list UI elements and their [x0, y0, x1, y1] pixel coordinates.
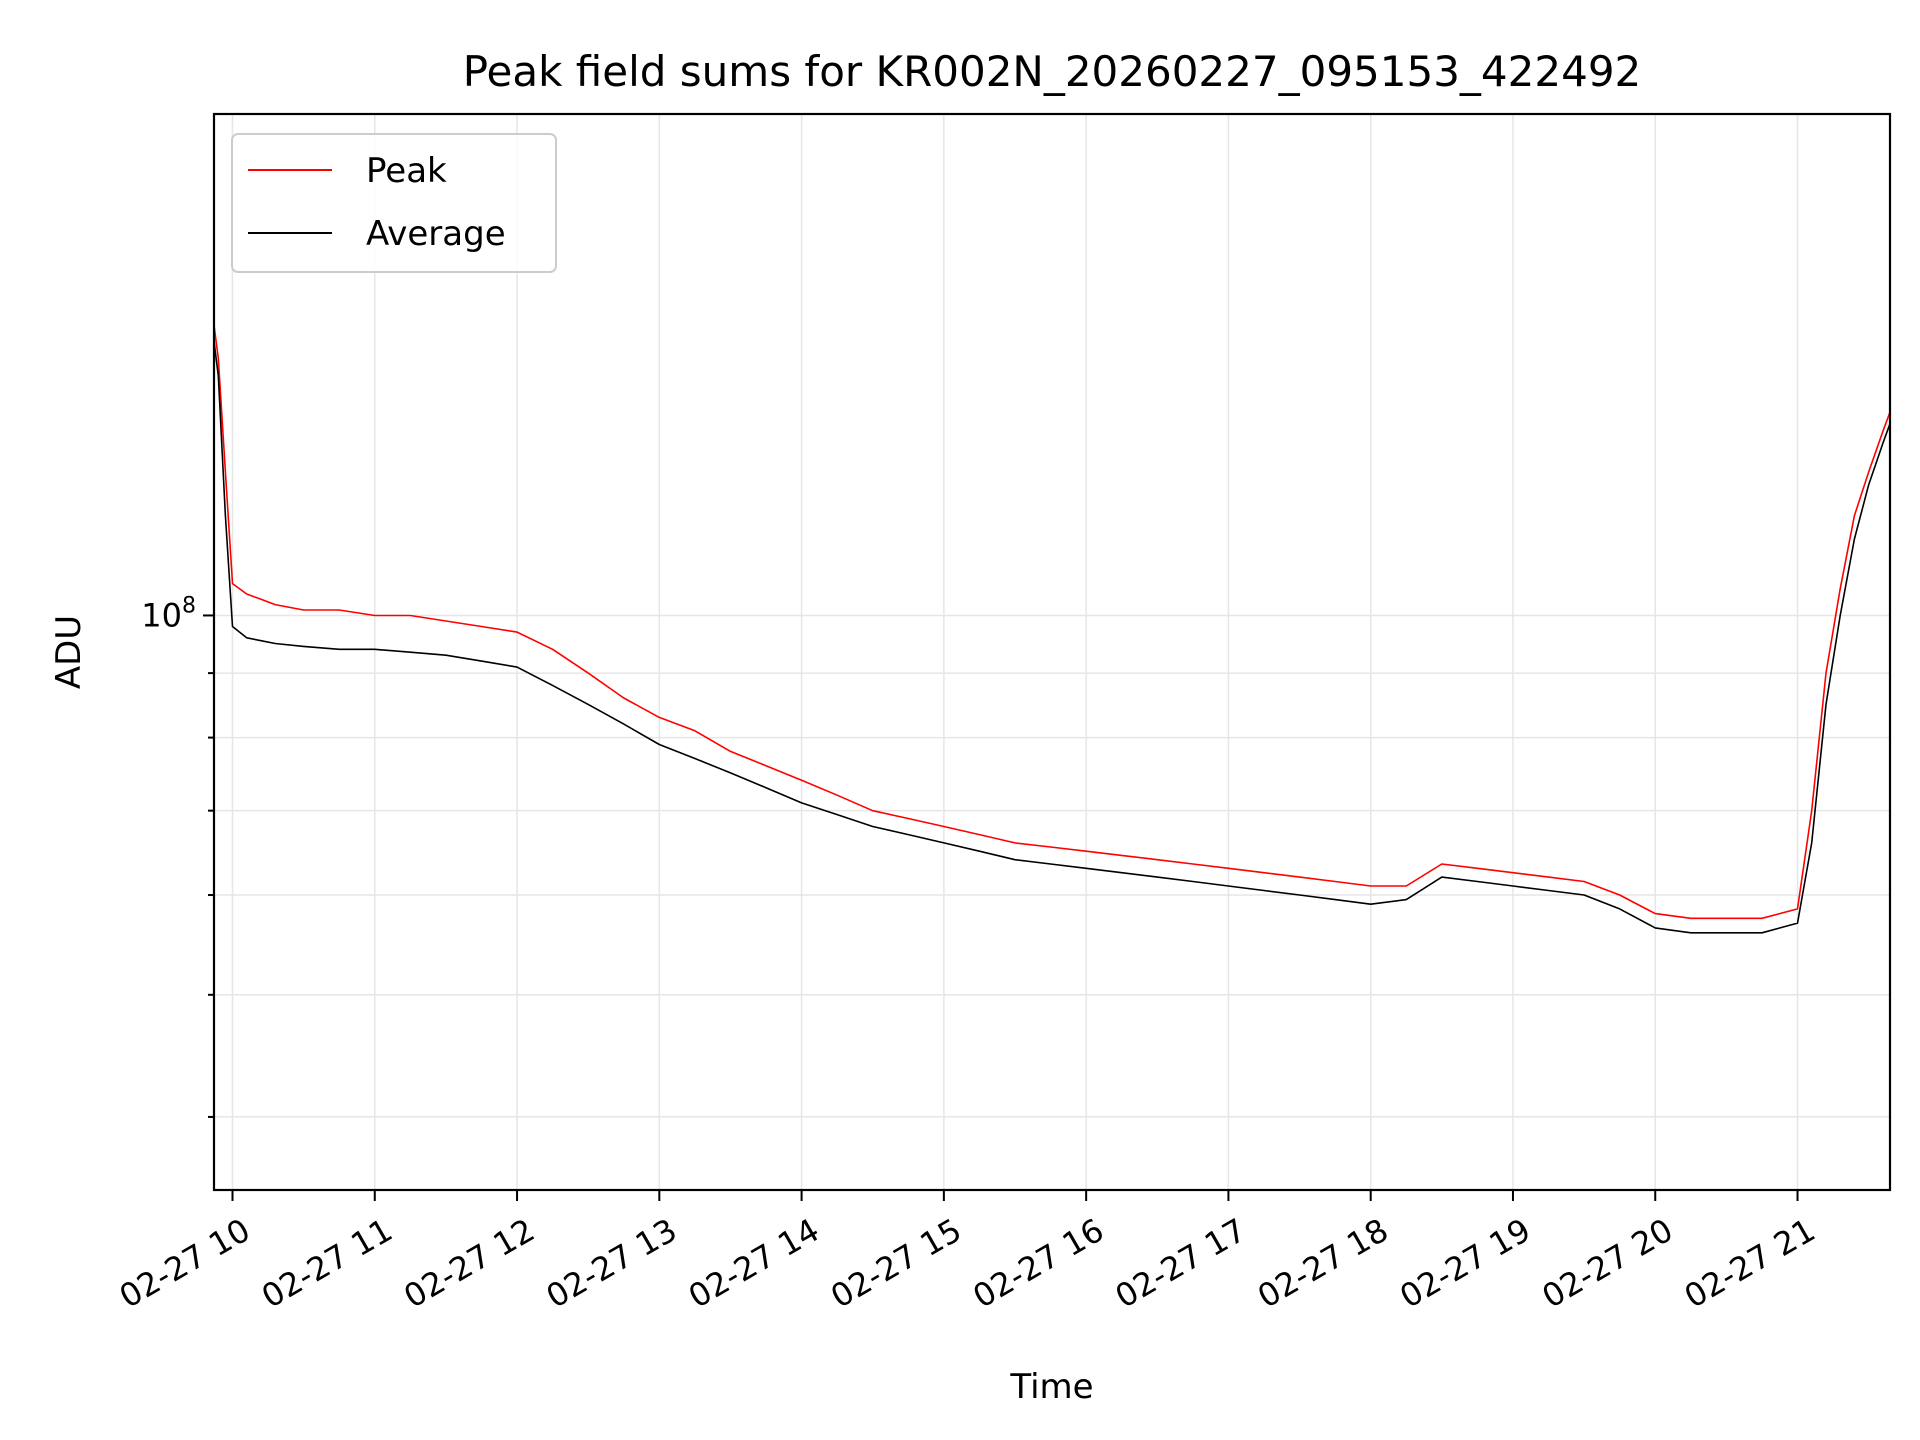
- plot-frame: [212, 112, 1892, 1192]
- x-axis-label: Time: [1009, 1367, 1093, 1407]
- legend-label-average: Average: [366, 214, 506, 254]
- legend: Peak Average: [231, 133, 557, 273]
- y-axis-label: ADU: [49, 615, 89, 689]
- y-axis: 108: [141, 593, 214, 1118]
- legend-box: [231, 133, 557, 273]
- y-tick-label: 108: [141, 593, 196, 634]
- chart-title: Peak field sums for KR002N_20260227_0951…: [463, 47, 1642, 96]
- plot-series: [214, 324, 1890, 934]
- grid: [214, 114, 1890, 1190]
- series-line-peak: [214, 324, 1890, 920]
- legend-label-peak: Peak: [366, 151, 447, 191]
- series-line-average: [214, 341, 1890, 934]
